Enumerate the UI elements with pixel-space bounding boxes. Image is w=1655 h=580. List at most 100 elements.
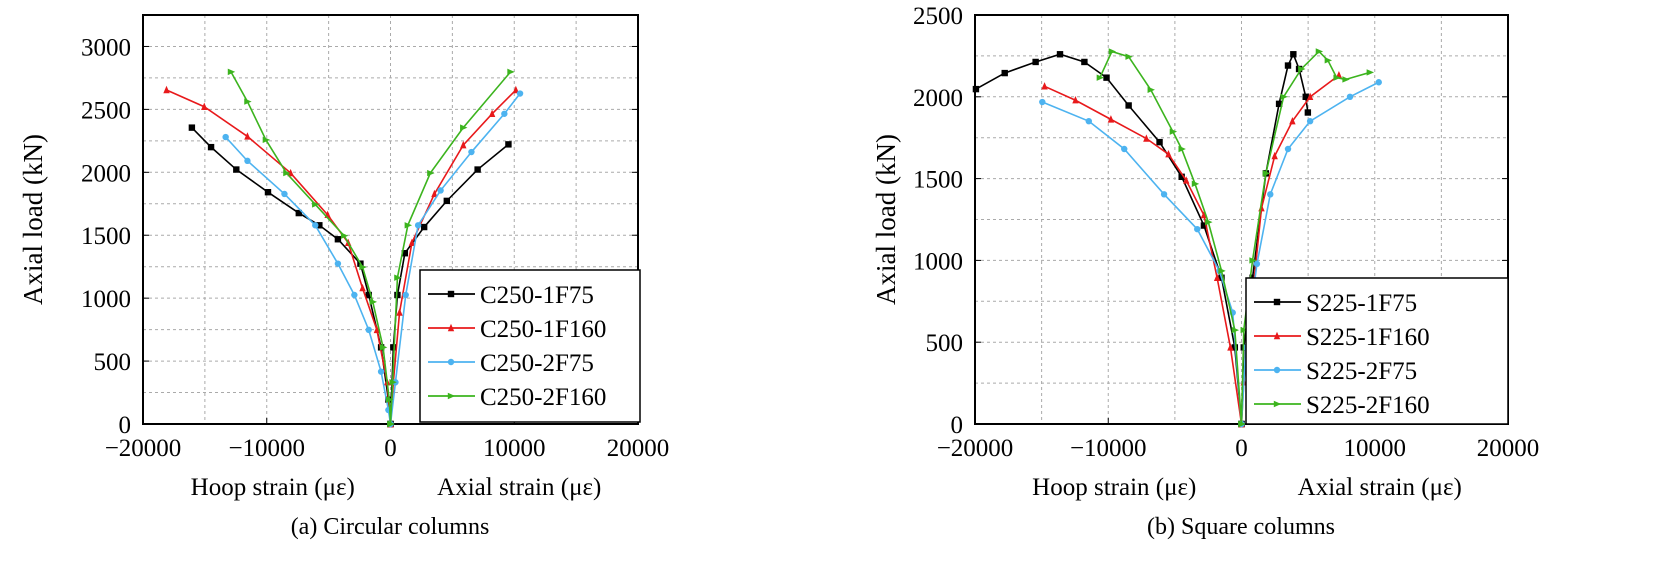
data-point xyxy=(233,166,240,173)
data-point xyxy=(404,222,413,229)
data-point xyxy=(390,344,397,351)
data-point xyxy=(207,143,215,151)
legend-marker xyxy=(447,323,455,332)
data-point xyxy=(1284,62,1292,69)
data-point xyxy=(1346,93,1354,101)
data-point xyxy=(1238,420,1246,428)
data-point xyxy=(359,283,366,292)
data-point xyxy=(408,238,416,246)
data-point xyxy=(1178,173,1185,181)
series-S225-2F75 xyxy=(1039,79,1382,428)
data-point xyxy=(1081,58,1088,66)
y-tick-label: 2000 xyxy=(913,85,963,112)
data-point xyxy=(1156,138,1163,146)
data-point xyxy=(1306,117,1314,125)
legend-label: C250-2F160 xyxy=(480,384,606,411)
y-tick-label: 3000 xyxy=(81,34,131,61)
data-point xyxy=(389,379,397,386)
data-point xyxy=(1315,48,1324,55)
x-tick-label: −10000 xyxy=(228,435,305,462)
data-point xyxy=(1213,273,1221,281)
data-point xyxy=(312,222,319,229)
data-point xyxy=(1125,102,1132,109)
data-point xyxy=(1249,257,1257,264)
y-tick-label: 2000 xyxy=(81,160,131,187)
data-point xyxy=(431,189,438,198)
legend-label: S225-2F75 xyxy=(1306,358,1417,385)
legend-label: C250-2F75 xyxy=(480,350,594,377)
data-point xyxy=(340,232,349,239)
x-tick-label: −10000 xyxy=(1070,435,1147,462)
data-point xyxy=(244,98,252,105)
series-line-hoop xyxy=(1041,101,1243,425)
data-point xyxy=(1275,100,1283,108)
data-point xyxy=(1253,260,1261,268)
series-line-axial xyxy=(389,93,521,425)
data-point xyxy=(1342,76,1350,83)
data-point xyxy=(1366,69,1375,76)
data-point xyxy=(1333,74,1341,81)
data-point xyxy=(1165,150,1172,158)
x-axis-label-axial: Axial strain (με) xyxy=(437,474,601,501)
data-point xyxy=(1103,74,1110,81)
data-point xyxy=(468,148,475,156)
data-point xyxy=(1056,51,1064,58)
data-point xyxy=(1218,267,1226,275)
data-point xyxy=(365,291,372,299)
data-point xyxy=(394,291,401,299)
data-point xyxy=(244,157,251,165)
data-point xyxy=(359,263,367,271)
data-point xyxy=(163,85,170,94)
data-point xyxy=(1227,343,1234,351)
y-tick-label: 2500 xyxy=(913,3,963,30)
data-point xyxy=(972,85,980,93)
y-tick-label: 2500 xyxy=(81,97,131,124)
data-point xyxy=(1231,326,1240,334)
series-C250-2F160 xyxy=(227,68,515,428)
y-tick-label: 1500 xyxy=(913,167,963,194)
legend-marker xyxy=(1273,400,1282,408)
data-point xyxy=(1001,69,1008,77)
data-point xyxy=(420,223,428,231)
x-tick-label: −20000 xyxy=(105,435,182,462)
data-point xyxy=(1143,134,1150,142)
series-C250-2F75 xyxy=(222,90,524,428)
data-point xyxy=(1041,82,1048,90)
data-point xyxy=(443,197,451,205)
data-point xyxy=(505,141,512,148)
x-tick-label: 10000 xyxy=(1344,435,1407,462)
legend-label: S225-1F75 xyxy=(1306,290,1417,317)
data-point xyxy=(1107,115,1115,123)
chart-panel-b: −20000 −10000 0 10000 20000 0 500 1000 1500 2000 2… xyxy=(871,3,1539,540)
data-point xyxy=(1205,218,1213,226)
data-point xyxy=(474,166,481,173)
data-point xyxy=(1096,74,1105,81)
series-S225-2F160 xyxy=(1096,48,1375,428)
data-point xyxy=(312,201,320,208)
data-point xyxy=(414,222,422,229)
legend: S225-1F75 S225-1F160 S225-2F75 S225-2F160 xyxy=(1245,277,1509,425)
data-point xyxy=(1262,170,1271,177)
data-point xyxy=(386,396,394,403)
data-point xyxy=(1304,109,1312,116)
y-tick-label: 500 xyxy=(926,330,964,357)
data-point xyxy=(1302,93,1309,100)
legend-marker xyxy=(447,392,456,400)
data-point xyxy=(1121,145,1128,153)
data-point xyxy=(373,325,381,334)
legend-marker xyxy=(1273,366,1281,374)
data-point xyxy=(377,368,385,375)
y-tick-label: 500 xyxy=(94,349,132,376)
data-point xyxy=(1289,116,1296,125)
data-point xyxy=(379,344,388,351)
data-point xyxy=(1169,128,1178,135)
y-axis-label: Axial load (kN) xyxy=(871,134,901,305)
data-point xyxy=(1280,93,1288,100)
data-point xyxy=(201,102,208,110)
x-tick-label: −20000 xyxy=(937,435,1014,462)
x-tick-label: 0 xyxy=(384,435,397,462)
data-point xyxy=(402,291,409,299)
data-point xyxy=(1108,48,1117,55)
data-point xyxy=(262,136,271,144)
data-point xyxy=(1200,222,1208,229)
